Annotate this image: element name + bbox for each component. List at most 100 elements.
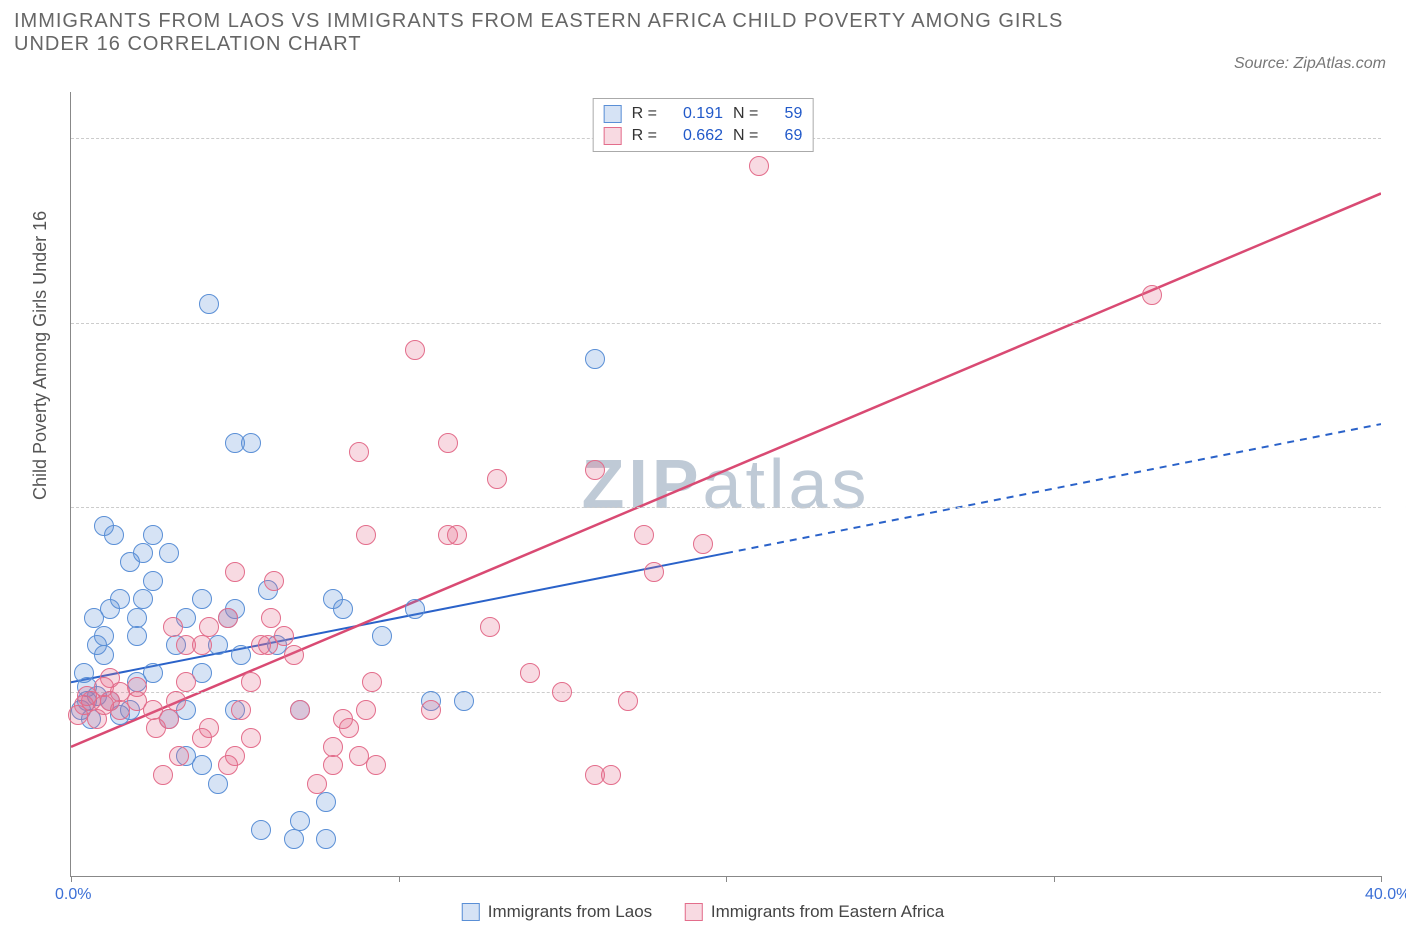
data-point-laos <box>74 663 94 683</box>
trend-lines-layer <box>71 92 1381 876</box>
data-point-laos <box>94 626 114 646</box>
correlation-legend-row-laos: R = 0.191 N = 59 <box>604 103 803 125</box>
data-point-eafrica <box>323 737 343 757</box>
data-point-eafrica <box>356 700 376 720</box>
swatch-laos <box>604 105 622 123</box>
series-legend: Immigrants from Laos Immigrants from Eas… <box>448 902 958 926</box>
n-value-laos: 59 <box>768 103 802 125</box>
r-value-eafrica: 0.662 <box>667 125 723 147</box>
n-value-eafrica: 69 <box>768 125 802 147</box>
data-point-eafrica <box>261 608 281 628</box>
data-point-eafrica <box>225 746 245 766</box>
x-tick <box>1381 876 1382 882</box>
x-tick <box>726 876 727 882</box>
data-point-laos <box>127 608 147 628</box>
r-label: R = <box>632 125 657 147</box>
r-value-laos: 0.191 <box>667 103 723 125</box>
data-point-eafrica <box>1142 285 1162 305</box>
data-point-eafrica <box>100 668 120 688</box>
data-point-eafrica <box>163 617 183 637</box>
data-point-eafrica <box>199 617 219 637</box>
trend-line-laos-extrapolated <box>726 424 1381 553</box>
data-point-laos <box>143 571 163 591</box>
scatter-plot-area: ZIPatlas 20.0%40.0%60.0%80.0%0.0%40.0% <box>70 92 1381 877</box>
data-point-eafrica <box>153 765 173 785</box>
data-point-eafrica <box>644 562 664 582</box>
data-point-eafrica <box>405 340 425 360</box>
data-point-eafrica <box>634 525 654 545</box>
data-point-laos <box>372 626 392 646</box>
data-point-eafrica <box>356 525 376 545</box>
data-point-eafrica <box>159 709 179 729</box>
n-label: N = <box>733 103 758 125</box>
data-point-laos <box>143 663 163 683</box>
data-point-eafrica <box>264 571 284 591</box>
data-point-eafrica <box>480 617 500 637</box>
data-point-eafrica <box>231 700 251 720</box>
data-point-eafrica <box>290 700 310 720</box>
data-point-eafrica <box>284 645 304 665</box>
y-tick-label: 40.0% <box>1391 497 1406 515</box>
series-label-eafrica: Immigrants from Eastern Africa <box>711 902 944 922</box>
data-point-eafrica <box>487 469 507 489</box>
x-tick <box>399 876 400 882</box>
data-point-eafrica <box>447 525 467 545</box>
data-point-laos <box>94 516 114 536</box>
y-axis-label: Child Poverty Among Girls Under 16 <box>30 211 51 500</box>
data-point-laos <box>405 599 425 619</box>
data-point-laos <box>143 525 163 545</box>
correlation-legend: R = 0.191 N = 59 R = 0.662 N = 69 <box>593 98 814 152</box>
data-point-eafrica <box>176 672 196 692</box>
y-tick-label: 80.0% <box>1391 128 1406 146</box>
data-point-laos <box>454 691 474 711</box>
data-point-eafrica <box>323 755 343 775</box>
data-point-eafrica <box>366 755 386 775</box>
data-point-eafrica <box>362 672 382 692</box>
series-label-laos: Immigrants from Laos <box>488 902 652 922</box>
data-point-eafrica <box>274 626 294 646</box>
data-point-laos <box>208 774 228 794</box>
data-point-laos <box>94 645 114 665</box>
x-tick <box>71 876 72 882</box>
chart-title: IMMIGRANTS FROM LAOS VS IMMIGRANTS FROM … <box>14 10 1114 56</box>
data-point-eafrica <box>225 562 245 582</box>
data-point-laos <box>316 829 336 849</box>
data-point-laos <box>133 589 153 609</box>
x-tick <box>1054 876 1055 882</box>
data-point-laos <box>110 589 130 609</box>
data-point-eafrica <box>241 672 261 692</box>
data-point-eafrica <box>693 534 713 554</box>
data-point-eafrica <box>421 700 441 720</box>
swatch-eafrica <box>685 903 703 921</box>
data-point-laos <box>333 599 353 619</box>
data-point-eafrica <box>438 433 458 453</box>
n-label: N = <box>733 125 758 147</box>
data-point-laos <box>251 820 271 840</box>
data-point-eafrica <box>552 682 572 702</box>
data-point-laos <box>127 626 147 646</box>
data-point-eafrica <box>349 442 369 462</box>
data-point-eafrica <box>749 156 769 176</box>
data-point-eafrica <box>218 608 238 628</box>
data-point-eafrica <box>618 691 638 711</box>
trend-line-eafrica <box>71 193 1381 746</box>
data-point-eafrica <box>166 691 186 711</box>
data-point-laos <box>133 543 153 563</box>
data-point-laos <box>225 433 245 453</box>
data-point-laos <box>284 829 304 849</box>
data-point-eafrica <box>585 460 605 480</box>
data-point-laos <box>231 645 251 665</box>
data-point-laos <box>316 792 336 812</box>
series-legend-item-laos: Immigrants from Laos <box>462 902 652 922</box>
data-point-laos <box>290 811 310 831</box>
data-point-laos <box>199 294 219 314</box>
data-point-laos <box>192 589 212 609</box>
y-tick-label: 20.0% <box>1391 682 1406 700</box>
x-tick-label: 0.0% <box>55 886 91 904</box>
data-point-eafrica <box>601 765 621 785</box>
y-tick-label: 60.0% <box>1391 313 1406 331</box>
gridline-h <box>71 323 1381 324</box>
swatch-eafrica <box>604 127 622 145</box>
source-attribution: Source: ZipAtlas.com <box>1234 55 1386 73</box>
gridline-h <box>71 507 1381 508</box>
